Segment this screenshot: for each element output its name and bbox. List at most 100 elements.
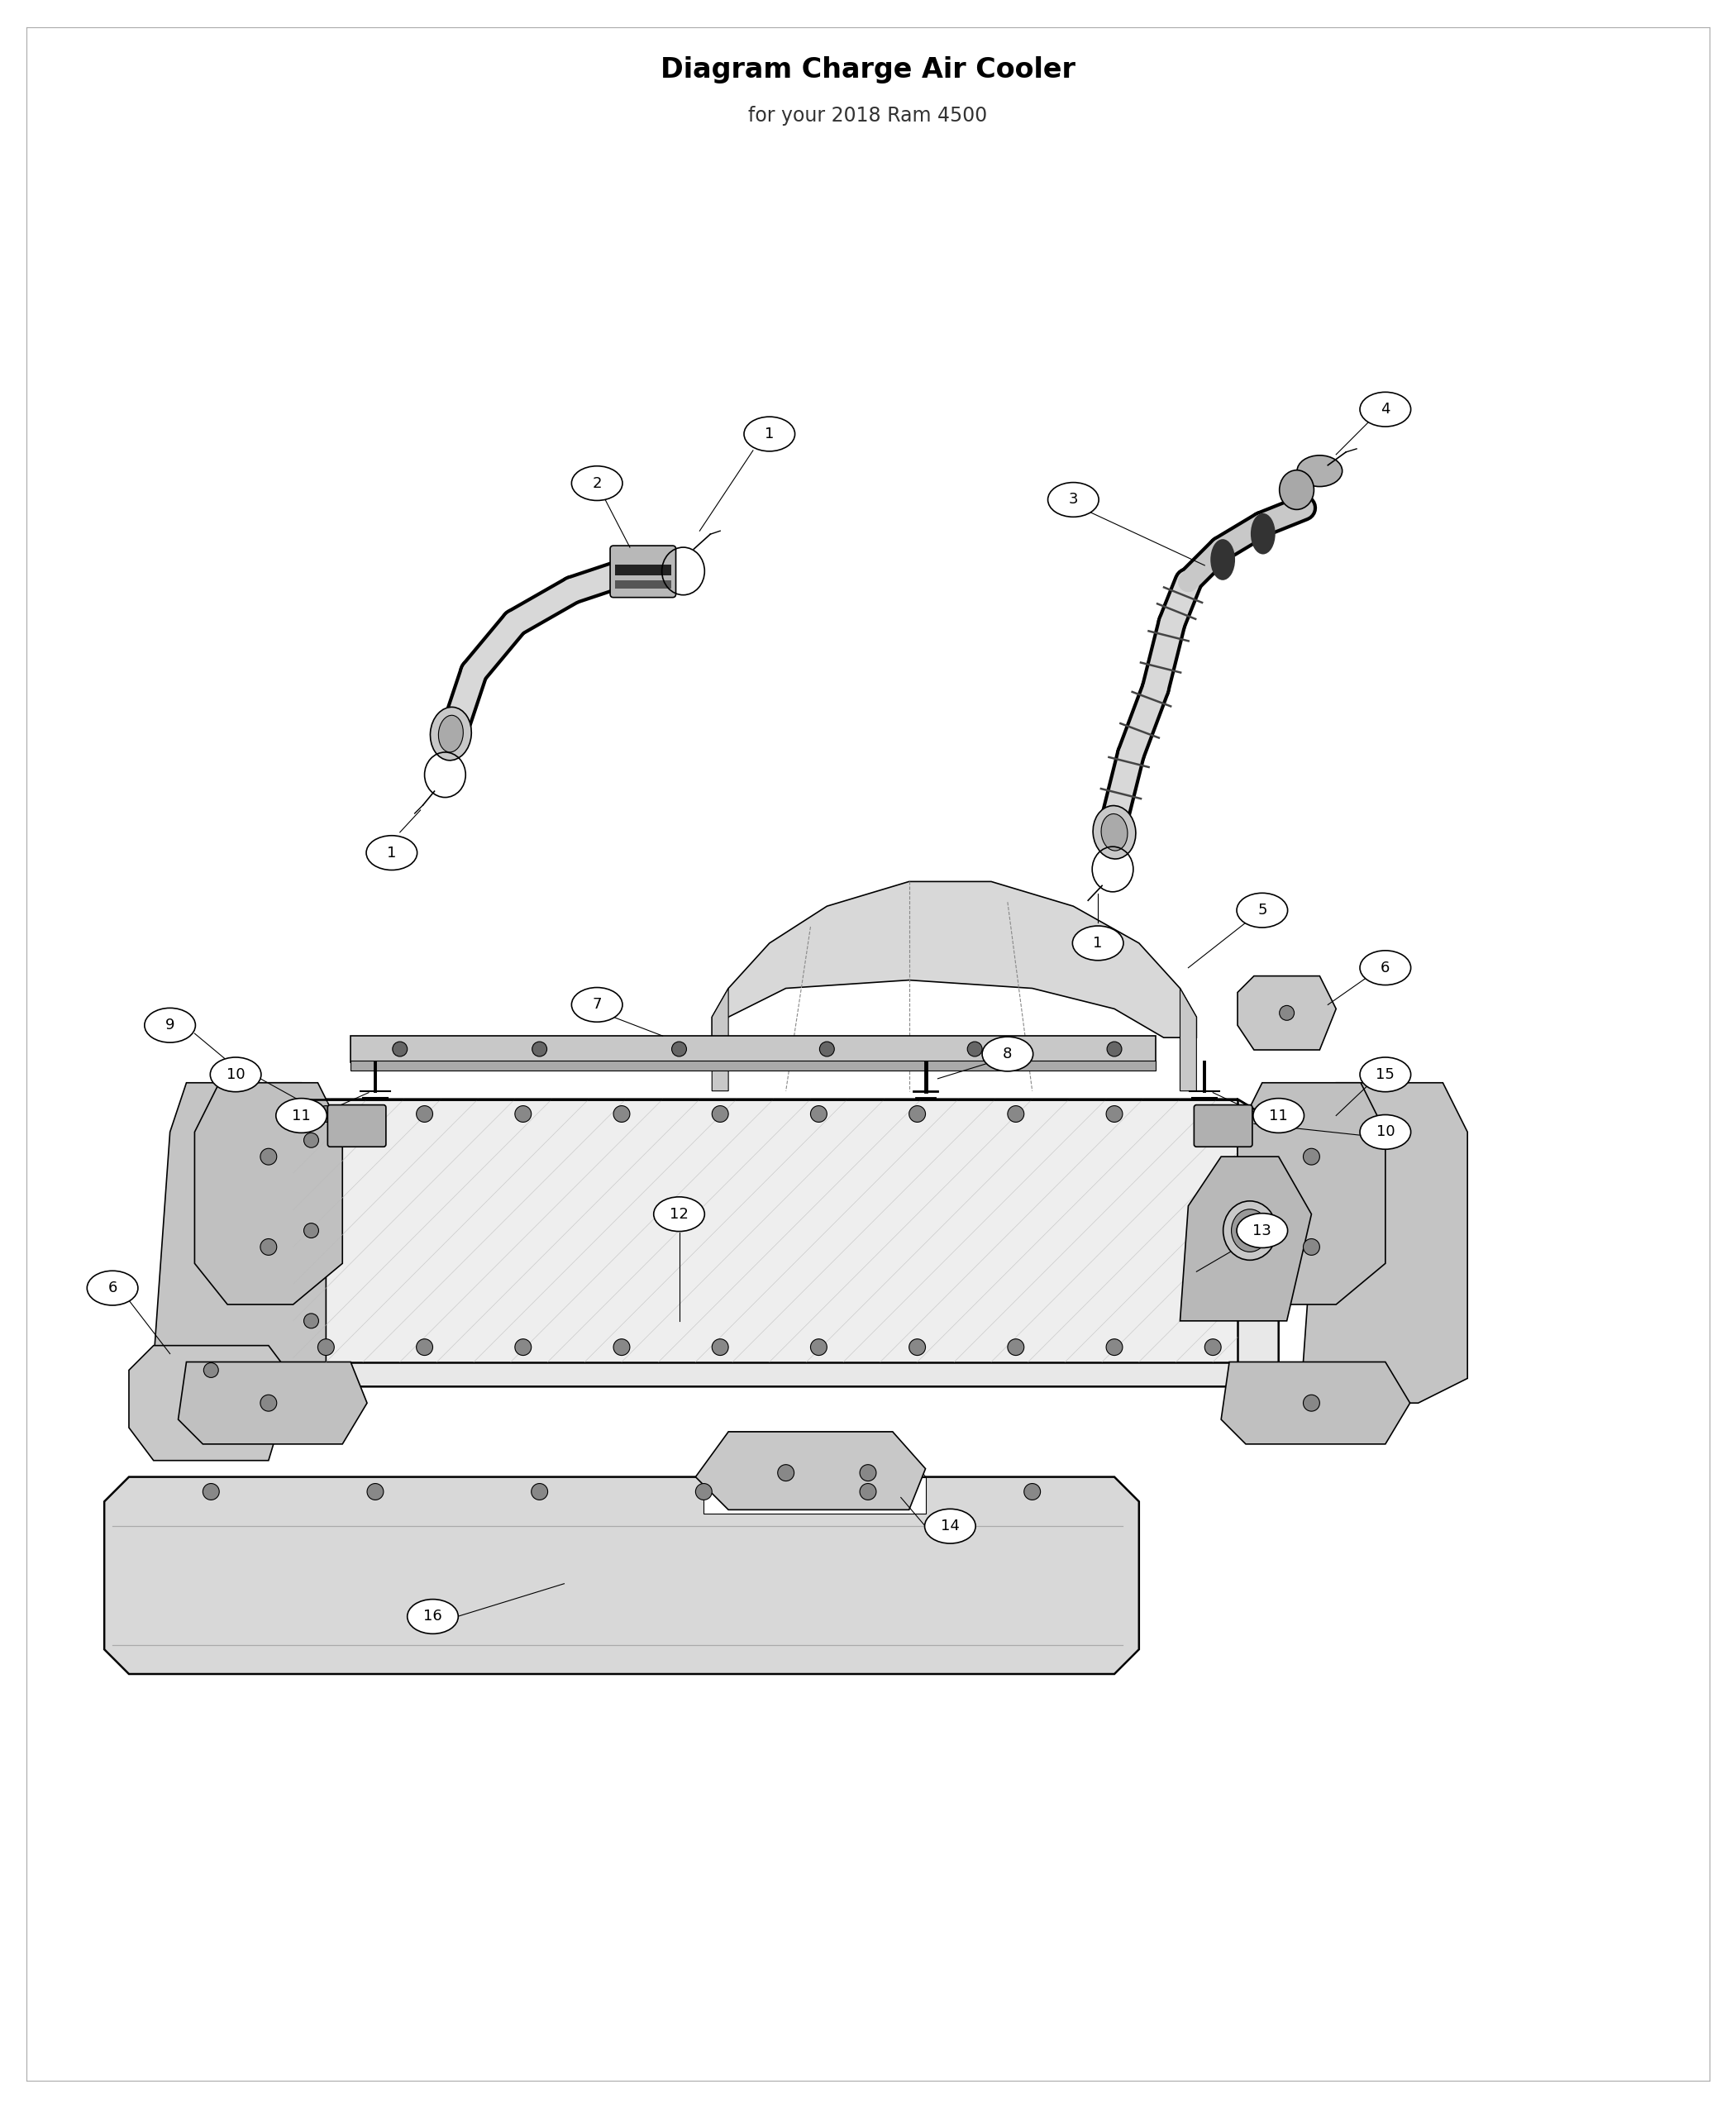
Ellipse shape [431,706,472,761]
Polygon shape [712,989,729,1092]
Circle shape [672,1041,686,1056]
Circle shape [1304,1149,1319,1166]
Circle shape [1279,1006,1295,1020]
Polygon shape [153,1084,326,1404]
Text: 5: 5 [1257,902,1267,917]
Circle shape [260,1240,276,1254]
Circle shape [811,1339,826,1355]
Polygon shape [703,1478,925,1514]
FancyBboxPatch shape [1194,1105,1252,1147]
Circle shape [819,1041,835,1056]
Bar [351,1060,1156,1071]
Ellipse shape [1210,540,1234,580]
Circle shape [1304,1395,1319,1410]
Polygon shape [128,1345,293,1461]
Ellipse shape [925,1509,976,1543]
Circle shape [1205,1107,1220,1121]
Polygon shape [703,1431,925,1478]
Circle shape [533,1041,547,1056]
Ellipse shape [1073,925,1123,961]
Circle shape [304,1132,319,1147]
Text: 10: 10 [1377,1124,1394,1140]
Circle shape [531,1484,549,1501]
Circle shape [516,1339,531,1355]
Ellipse shape [439,715,464,753]
Circle shape [712,1107,729,1121]
Ellipse shape [983,1037,1033,1071]
Bar [615,580,670,588]
Circle shape [696,1484,712,1501]
Text: 6: 6 [1380,961,1391,976]
Ellipse shape [1094,805,1135,858]
Circle shape [516,1107,531,1121]
FancyBboxPatch shape [328,1105,385,1147]
Polygon shape [293,1098,1279,1387]
Ellipse shape [654,1197,705,1231]
Circle shape [613,1107,630,1121]
Ellipse shape [745,417,795,451]
Ellipse shape [1359,1058,1411,1092]
Circle shape [260,1395,276,1410]
Ellipse shape [144,1008,196,1043]
Polygon shape [712,881,1196,1037]
Circle shape [859,1465,877,1482]
Text: 9: 9 [165,1018,175,1033]
Ellipse shape [1359,1115,1411,1149]
Polygon shape [194,1084,342,1305]
Polygon shape [104,1478,1139,1674]
Circle shape [910,1107,925,1121]
Text: Diagram Charge Air Cooler: Diagram Charge Air Cooler [661,57,1075,84]
Ellipse shape [1359,392,1411,426]
Circle shape [1205,1339,1220,1355]
Circle shape [1106,1339,1123,1355]
Circle shape [910,1339,925,1355]
Text: 11: 11 [1269,1109,1288,1124]
Ellipse shape [1359,951,1411,984]
Ellipse shape [1101,814,1128,852]
Ellipse shape [1224,1202,1276,1261]
Circle shape [318,1107,335,1121]
Circle shape [203,1362,219,1377]
Ellipse shape [408,1600,458,1634]
Circle shape [260,1149,276,1166]
Text: 14: 14 [941,1518,960,1535]
Polygon shape [1180,989,1196,1092]
Text: 13: 13 [1253,1223,1272,1237]
Circle shape [1304,1240,1319,1254]
Bar [615,565,670,575]
Polygon shape [179,1362,366,1444]
Ellipse shape [210,1058,260,1092]
Circle shape [859,1484,877,1501]
Text: 1: 1 [387,845,396,860]
Polygon shape [1238,1084,1385,1305]
Circle shape [1007,1339,1024,1355]
Text: 15: 15 [1377,1067,1394,1081]
Circle shape [392,1041,408,1056]
Ellipse shape [276,1098,326,1132]
Circle shape [203,1484,219,1501]
Circle shape [1024,1484,1040,1501]
Circle shape [778,1465,793,1482]
Ellipse shape [571,466,623,500]
Circle shape [417,1339,432,1355]
Text: 10: 10 [226,1067,245,1081]
Polygon shape [1238,976,1337,1050]
Circle shape [417,1107,432,1121]
Circle shape [967,1041,983,1056]
Circle shape [304,1313,319,1328]
Text: 16: 16 [424,1608,443,1623]
Circle shape [1007,1107,1024,1121]
Bar [293,1098,1238,1362]
Ellipse shape [366,835,417,871]
Text: 1: 1 [1094,936,1102,951]
Ellipse shape [1253,1098,1304,1132]
Ellipse shape [1279,470,1314,510]
Circle shape [712,1339,729,1355]
Text: 3: 3 [1069,493,1078,508]
Polygon shape [1220,1362,1410,1444]
Ellipse shape [1250,512,1276,554]
Circle shape [1108,1041,1121,1056]
Circle shape [304,1223,319,1237]
Text: 7: 7 [592,997,602,1012]
Text: 8: 8 [1003,1046,1012,1062]
